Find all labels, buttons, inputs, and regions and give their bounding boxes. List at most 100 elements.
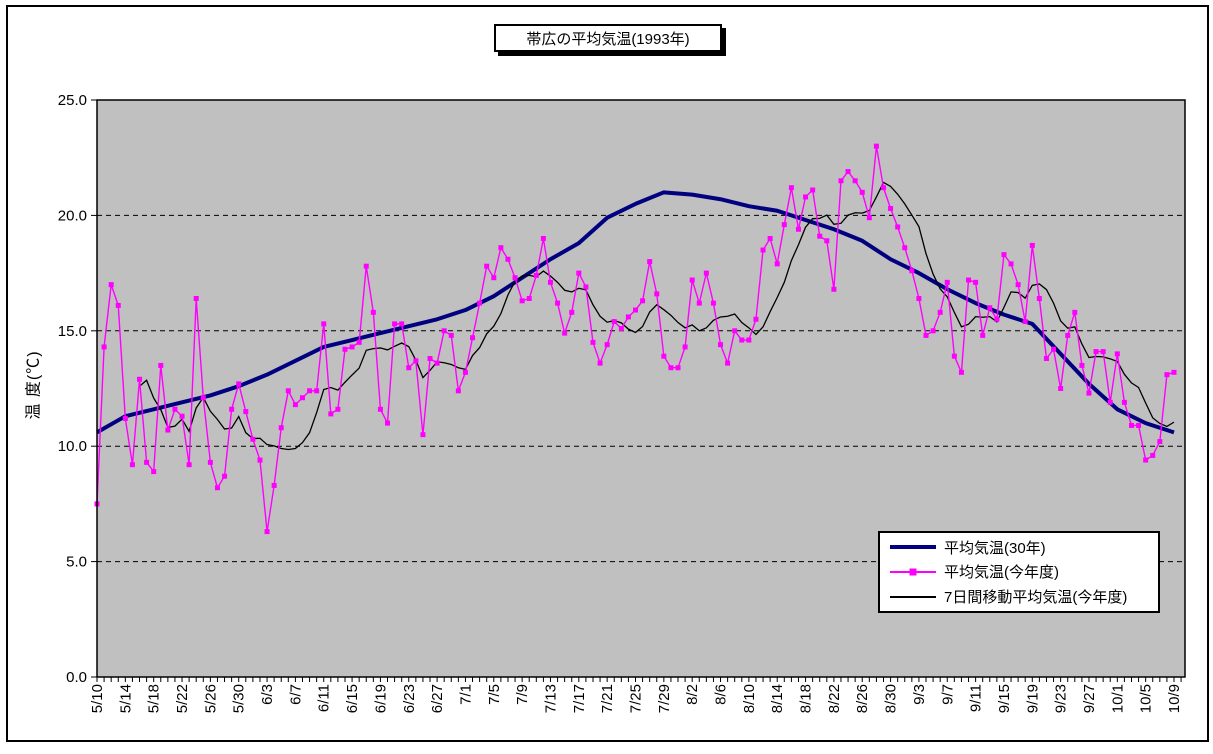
data-point-marker xyxy=(689,277,695,283)
x-axis-label: 6/3 xyxy=(259,684,276,705)
x-axis-ticks xyxy=(96,677,1182,682)
data-point-marker xyxy=(547,279,553,285)
x-axis-label: 6/19 xyxy=(372,684,389,713)
x-axis-label: 9/23 xyxy=(1053,684,1070,713)
x-axis-label: 7/5 xyxy=(486,684,503,705)
data-point-marker xyxy=(909,268,915,274)
data-point-marker xyxy=(462,369,468,375)
data-point-marker xyxy=(966,277,972,283)
x-axis-label: 5/22 xyxy=(174,684,191,713)
data-point-marker xyxy=(264,529,270,535)
data-point-marker xyxy=(193,295,199,301)
data-point-marker xyxy=(526,295,532,301)
y-axis-labels: 25.0 20.0 15.0 10.0 5.0 0.0 xyxy=(58,92,87,686)
data-point-marker xyxy=(1114,351,1120,357)
y-axis-label: 15.0 xyxy=(58,323,87,340)
data-point-marker xyxy=(795,226,801,232)
data-point-marker xyxy=(328,411,334,417)
data-point-marker xyxy=(540,235,546,241)
x-axis-label: 7/17 xyxy=(571,684,588,713)
data-point-marker xyxy=(760,247,766,253)
data-point-marker xyxy=(597,360,603,366)
data-point-marker xyxy=(470,335,476,341)
data-point-marker xyxy=(441,328,447,334)
data-point-marker xyxy=(1093,349,1099,355)
data-point-marker xyxy=(696,300,702,306)
data-point-marker xyxy=(732,328,738,334)
data-point-marker xyxy=(710,300,716,306)
data-point-marker xyxy=(1036,295,1042,301)
data-point-marker xyxy=(271,482,277,488)
x-axis-labels: 5/10 5/14 5/18 5/22 5/26 5/30 6/3 6/7 6/11 6/15 6/… xyxy=(89,684,1183,713)
data-point-marker xyxy=(951,353,957,359)
data-point-marker xyxy=(385,420,391,426)
data-point-marker xyxy=(718,342,724,348)
data-point-marker xyxy=(207,459,213,465)
x-axis-label: 5/26 xyxy=(202,684,219,713)
x-axis-label: 7/29 xyxy=(656,684,673,713)
data-point-marker xyxy=(512,275,518,281)
data-point-marker xyxy=(781,222,787,228)
x-axis-label: 8/6 xyxy=(713,684,730,705)
data-point-marker xyxy=(1136,422,1142,428)
data-point-marker xyxy=(1100,349,1106,355)
data-point-marker xyxy=(895,224,901,230)
data-point-marker xyxy=(923,332,929,338)
data-point-marker xyxy=(491,275,497,281)
data-point-marker xyxy=(158,362,164,368)
data-point-marker xyxy=(101,344,107,350)
data-point-marker xyxy=(137,376,143,382)
data-point-marker xyxy=(413,358,419,364)
data-point-marker xyxy=(1051,346,1057,352)
data-point-marker xyxy=(668,365,674,371)
y-axis-ticks xyxy=(91,99,97,678)
x-axis-label: 10/5 xyxy=(1138,684,1155,713)
data-point-marker xyxy=(562,330,568,336)
data-point-marker xyxy=(257,457,263,463)
x-axis-label: 5/18 xyxy=(146,684,163,713)
data-point-marker xyxy=(859,189,865,195)
legend-line-sample xyxy=(890,595,936,598)
x-axis-label: 5/14 xyxy=(117,684,134,713)
data-point-marker xyxy=(767,235,773,241)
data-point-marker xyxy=(810,187,816,193)
data-point-marker xyxy=(498,245,504,251)
data-point-marker xyxy=(703,270,709,276)
x-axis-label: 9/3 xyxy=(911,684,928,705)
legend-label: 7日間移動平均気温(今年度) xyxy=(944,589,1128,607)
series-current-year-markers xyxy=(94,143,1177,535)
data-point-marker xyxy=(618,325,624,331)
data-point-marker xyxy=(654,291,660,297)
x-axis-label: 9/27 xyxy=(1081,684,1098,713)
data-point-marker xyxy=(356,339,362,345)
data-point-marker xyxy=(229,406,235,412)
x-axis-label: 9/11 xyxy=(968,684,985,712)
data-point-marker xyxy=(172,406,178,412)
x-axis-label: 6/27 xyxy=(429,684,446,713)
legend-line-sample xyxy=(890,545,936,550)
data-point-marker xyxy=(200,395,206,401)
data-point-marker xyxy=(576,270,582,276)
data-point-marker xyxy=(902,245,908,251)
data-point-marker xyxy=(1164,372,1170,378)
data-point-marker xyxy=(994,316,1000,322)
x-axis-label: 8/18 xyxy=(798,684,815,713)
data-point-marker xyxy=(363,263,369,269)
data-point-marker xyxy=(349,344,355,350)
legend-item-3: 7日間移動平均気温(今年度) xyxy=(880,585,1158,609)
data-point-marker xyxy=(647,259,653,265)
data-point-marker xyxy=(973,279,979,285)
data-point-marker xyxy=(1029,242,1035,248)
data-point-marker xyxy=(1079,362,1085,368)
data-point-marker xyxy=(108,282,114,288)
data-point-marker xyxy=(370,309,376,315)
data-point-marker xyxy=(661,353,667,359)
legend-line-sample xyxy=(890,568,936,576)
series-normal-30yr-line xyxy=(96,190,1175,435)
data-point-marker xyxy=(342,346,348,352)
x-axis-label: 7/9 xyxy=(514,684,531,705)
data-point-marker xyxy=(803,194,809,200)
data-point-marker xyxy=(505,256,511,262)
y-axis-label: 10.0 xyxy=(58,438,87,455)
data-point-marker xyxy=(866,215,872,221)
